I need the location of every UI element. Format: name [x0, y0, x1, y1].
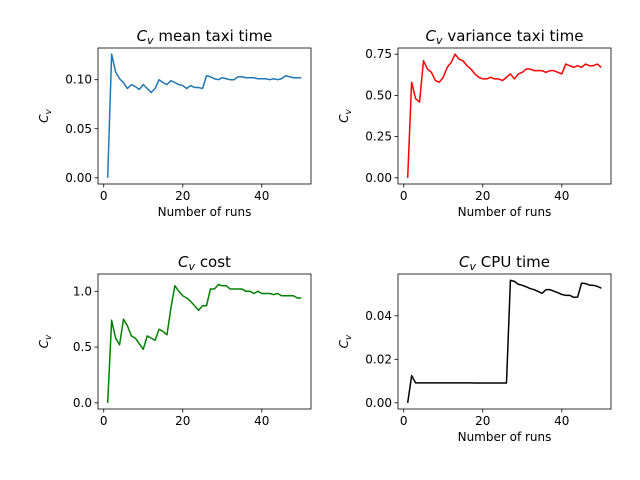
axes-frame	[97, 273, 312, 410]
axes-frame	[97, 47, 312, 185]
y-tick-label: 0.05	[65, 122, 92, 136]
series-line	[406, 279, 602, 403]
x-tick-label: 20	[175, 189, 190, 203]
chart-panel: 0 20 40 0.0 0.5 1.0 Cv cost Cv	[37, 253, 312, 428]
series-line	[106, 283, 302, 403]
y-axis-label: Cv	[37, 334, 54, 348]
y-tick-label: 0.75	[365, 47, 392, 61]
chart-panel: 0 20 40 0.00 0.02 0.04 Cv CPU time Number of ru…	[337, 253, 612, 444]
x-tick-label: 40	[254, 189, 269, 203]
axes-frame	[397, 47, 612, 185]
y-axis-label: Cv	[37, 108, 54, 122]
y-tick-label: 0.5	[73, 340, 92, 354]
x-tick-label: 20	[175, 414, 190, 428]
x-tick-label: 40	[554, 414, 569, 428]
y-tick-label: 0.50	[365, 88, 392, 102]
series-line	[406, 53, 602, 178]
y-tick-label: 0.00	[365, 396, 392, 410]
x-tick-label: 0	[400, 189, 408, 203]
chart-title: Cv variance taxi time	[426, 27, 584, 47]
x-tick-label: 20	[475, 414, 490, 428]
axes-frame	[397, 273, 612, 410]
chart-panel: 0 20 40 0.00 0.05 0.10 Cv mean taxi time Number…	[37, 27, 312, 219]
y-tick-label: 0.00	[365, 171, 392, 185]
x-tick-label: 0	[400, 414, 408, 428]
y-tick-label: 0.0	[73, 396, 92, 410]
y-tick-label: 0.00	[65, 171, 92, 185]
chart-title: Cv CPU time	[459, 253, 550, 273]
chart-title: Cv mean taxi time	[137, 27, 273, 47]
y-tick-label: 0.25	[365, 130, 392, 144]
y-tick-label: 1.0	[73, 284, 92, 298]
x-tick-label: 40	[254, 414, 269, 428]
y-tick-label: 0.02	[365, 352, 392, 366]
series-line	[106, 53, 302, 178]
x-axis-label: Number of runs	[158, 205, 252, 219]
x-tick-label: 0	[100, 189, 108, 203]
y-tick-label: 0.10	[65, 73, 92, 87]
chart-title: Cv cost	[178, 253, 231, 273]
x-tick-label: 0	[100, 414, 108, 428]
x-axis-label: Number of runs	[458, 205, 552, 219]
x-tick-label: 20	[475, 189, 490, 203]
x-tick-label: 40	[554, 189, 569, 203]
y-axis-label: Cv	[337, 334, 354, 348]
chart-panel: 0 20 40 0.00 0.25 0.50 0.75 Cv variance taxi ti…	[337, 27, 612, 219]
x-axis-label: Number of runs	[458, 430, 552, 444]
y-tick-label: 0.04	[365, 309, 392, 323]
y-axis-label: Cv	[337, 108, 354, 122]
